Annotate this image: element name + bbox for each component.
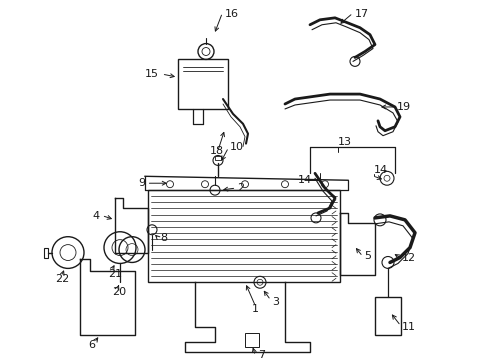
Text: 16: 16 <box>224 9 239 19</box>
Text: 4: 4 <box>92 211 99 221</box>
Text: 14: 14 <box>373 165 387 175</box>
Text: 8: 8 <box>160 233 167 243</box>
Bar <box>244 333 259 347</box>
Text: 17: 17 <box>354 9 368 19</box>
Text: 6: 6 <box>88 339 95 350</box>
Text: 22: 22 <box>55 274 69 284</box>
Text: 9: 9 <box>138 178 145 188</box>
Text: 2: 2 <box>237 183 244 193</box>
Text: 10: 10 <box>229 141 244 152</box>
Text: 20: 20 <box>112 287 126 297</box>
Text: 21: 21 <box>108 269 122 279</box>
Text: 15: 15 <box>145 69 159 79</box>
Bar <box>215 157 221 161</box>
Text: 14: 14 <box>297 175 311 185</box>
Text: 1: 1 <box>251 304 259 314</box>
Bar <box>374 297 400 335</box>
Bar <box>148 190 339 282</box>
Text: 12: 12 <box>401 252 415 262</box>
Bar <box>44 248 48 257</box>
Text: 11: 11 <box>401 322 415 332</box>
Text: 3: 3 <box>271 297 279 307</box>
Bar <box>178 59 227 109</box>
Text: 19: 19 <box>396 102 410 112</box>
Text: 5: 5 <box>363 251 370 261</box>
Text: 13: 13 <box>337 137 351 147</box>
Text: 7: 7 <box>258 350 264 360</box>
Text: 18: 18 <box>209 145 224 156</box>
